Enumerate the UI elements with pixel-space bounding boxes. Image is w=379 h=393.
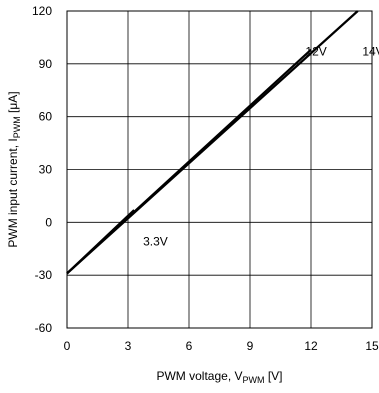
series-line-14V	[66, 10, 359, 275]
series-lines	[66, 10, 359, 275]
series-label-12V: 12V	[305, 45, 326, 59]
y-tick-label: -30	[35, 268, 53, 282]
grid	[67, 11, 372, 328]
tick-labels: 0 3 6 9 12 15 -60 -30 0 30 60 90 120	[32, 4, 379, 353]
x-axis-title: PWM voltage, VPWM [V]	[156, 369, 282, 385]
x-tick-label: 12	[304, 339, 318, 353]
y-axis-title: PWM input current, IPWM [μA]	[6, 91, 22, 247]
y-tick-label: -60	[35, 321, 53, 335]
plot-frame	[66, 10, 373, 329]
series-label-3.3V: 3.3V	[143, 235, 168, 249]
series-label-14V: 14V	[362, 45, 379, 59]
x-tick-label: 6	[186, 339, 193, 353]
y-tick-label: 30	[39, 163, 53, 177]
y-tick-label: 0	[45, 215, 52, 229]
y-tick-label: 90	[39, 57, 53, 71]
x-tick-label: 9	[247, 339, 254, 353]
x-tick-label: 0	[64, 339, 71, 353]
x-tick-label: 15	[365, 339, 379, 353]
x-tick-label: 3	[125, 339, 132, 353]
y-tick-label: 120	[32, 4, 52, 18]
y-tick-label: 60	[39, 110, 53, 124]
series-labels: 3.3V 12V 14V	[143, 45, 379, 249]
